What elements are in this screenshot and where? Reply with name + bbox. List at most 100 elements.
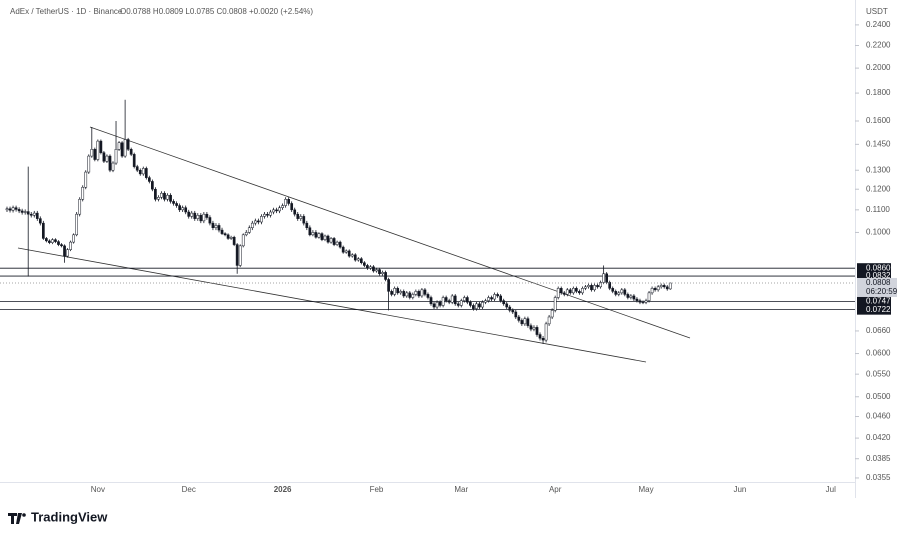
candle-body: [462, 297, 466, 301]
candle-body: [635, 298, 639, 301]
candle-body: [51, 239, 54, 243]
candle-body: [423, 289, 427, 295]
candle-body: [235, 244, 239, 266]
candle-body: [147, 177, 151, 182]
candle-body: [578, 291, 581, 294]
level-label-box: [857, 296, 891, 307]
candle-body: [484, 300, 487, 303]
candle-body: [520, 320, 524, 325]
candle-body: [378, 269, 381, 275]
candle-body: [120, 142, 124, 157]
candle-body: [226, 234, 230, 239]
candle-body: [190, 212, 194, 217]
candle-body: [359, 258, 363, 263]
y-tick-label: 0.0550: [866, 369, 891, 378]
candle-body: [493, 294, 496, 300]
candle-body: [205, 213, 209, 218]
candle-body: [8, 208, 12, 211]
y-tick-label: 0.1450: [866, 139, 891, 148]
candle-body: [332, 238, 336, 245]
candle-body: [29, 213, 33, 216]
candle-body: [429, 297, 433, 305]
candle-body: [629, 295, 633, 298]
y-tick-label: 0.1300: [866, 165, 891, 174]
candle-body: [138, 169, 142, 175]
candle-body: [375, 269, 378, 272]
candle-body: [117, 142, 121, 150]
candle-body: [384, 272, 387, 280]
candle-body: [93, 149, 97, 160]
candle-body: [111, 162, 115, 171]
candle-body: [408, 292, 412, 298]
candle-body: [432, 303, 436, 308]
candle-body: [341, 246, 345, 253]
candle-body: [141, 168, 145, 175]
candle-body: [553, 297, 557, 311]
candle-body: [511, 310, 515, 313]
candle-body: [211, 222, 215, 228]
candle-body: [20, 210, 24, 213]
candle-body: [296, 213, 300, 219]
y-tick-label: 0.2200: [866, 41, 891, 50]
candle-body: [290, 203, 294, 211]
candle-body: [659, 285, 663, 288]
candle-body: [284, 199, 287, 206]
candle-body: [665, 286, 669, 290]
candle-body: [11, 207, 15, 211]
candle-body: [308, 227, 312, 236]
candle-body: [132, 154, 136, 167]
candle-body: [126, 139, 130, 150]
candle-body: [496, 294, 499, 297]
y-tick-label: 0.0500: [866, 392, 891, 401]
candle-body: [617, 292, 621, 295]
candle-body: [399, 291, 403, 294]
x-tick-label: Nov: [91, 485, 105, 494]
candle-body: [347, 250, 351, 257]
y-tick-label: 0.1100: [866, 205, 890, 214]
candle-body: [411, 294, 415, 298]
candle-body: [78, 199, 82, 215]
upper-trendline: [89, 126, 691, 339]
candle-body: [14, 207, 18, 210]
candle-body: [547, 316, 551, 325]
candle-body: [57, 241, 60, 245]
ohlc-readout: O0.0788 H0.0809 L0.0785 C0.0808 +0.0020 …: [120, 7, 313, 16]
candle-body: [638, 300, 642, 303]
candle-body: [526, 318, 530, 326]
candle-body: [550, 310, 554, 318]
candle-body: [275, 209, 278, 212]
candle-body: [653, 288, 657, 291]
x-tick-label: Apr: [549, 485, 562, 494]
candle-body: [163, 192, 166, 200]
x-tick-label: Jul: [826, 485, 836, 494]
candle-body: [305, 222, 309, 228]
logo-mark: [8, 513, 22, 524]
candle-body: [253, 220, 257, 224]
y-tick-label: 0.0600: [866, 349, 891, 358]
candle-body: [444, 297, 448, 301]
candle-body: [562, 292, 566, 295]
candle-body: [247, 227, 251, 233]
level-label-box: [857, 263, 891, 274]
candle-body: [96, 140, 100, 160]
candle-body: [544, 323, 548, 341]
y-tick-label: 0.0660: [866, 326, 891, 335]
level-label-box: [857, 304, 891, 315]
candle-body: [26, 211, 30, 215]
candle-body: [38, 218, 42, 224]
candle-body: [23, 211, 27, 213]
candle-body: [5, 208, 9, 211]
candle-body: [102, 152, 106, 162]
candle-body: [217, 225, 221, 231]
candle-body: [72, 234, 75, 243]
candle-body: [129, 149, 133, 155]
level-label: 0.0860: [866, 263, 891, 272]
candle-body: [541, 337, 545, 341]
candle-body: [260, 216, 263, 223]
candle-body: [426, 294, 430, 298]
x-tick-label: May: [638, 485, 653, 494]
candle-body: [369, 266, 372, 269]
candle-body: [257, 220, 260, 223]
candle-body: [641, 301, 645, 304]
